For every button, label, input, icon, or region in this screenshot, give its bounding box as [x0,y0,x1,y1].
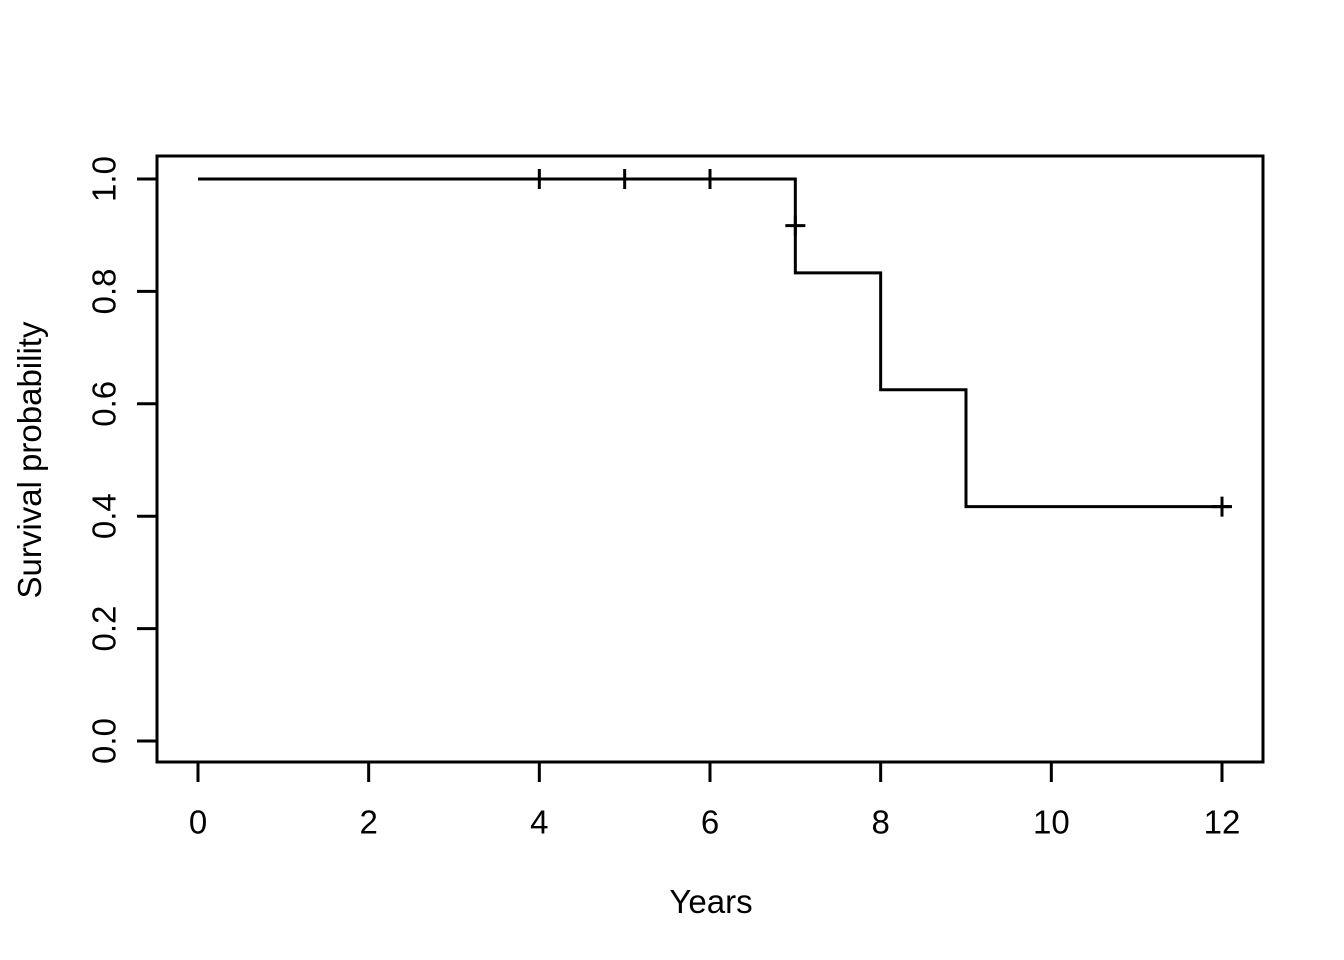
y-axis-title: Survival probability [11,321,48,599]
y-tick-label: 0.0 [86,718,123,764]
y-tick-label: 0.8 [86,268,123,314]
y-tick-label: 0.6 [86,381,123,427]
x-tick-label: 10 [1033,804,1070,841]
y-tick-label: 0.2 [86,606,123,652]
x-tick-label: 6 [701,804,719,841]
x-tick-label: 4 [530,804,548,841]
x-tick-label: 8 [871,804,889,841]
x-tick-label: 2 [359,804,377,841]
x-tick-label: 0 [189,804,207,841]
x-axis-title: Years [669,883,753,920]
y-tick-label: 0.4 [86,493,123,539]
plot-frame [155,154,1265,764]
x-tick-label: 12 [1204,804,1241,841]
y-tick-label: 1.0 [86,156,123,202]
km-survival-curve [198,177,1231,509]
